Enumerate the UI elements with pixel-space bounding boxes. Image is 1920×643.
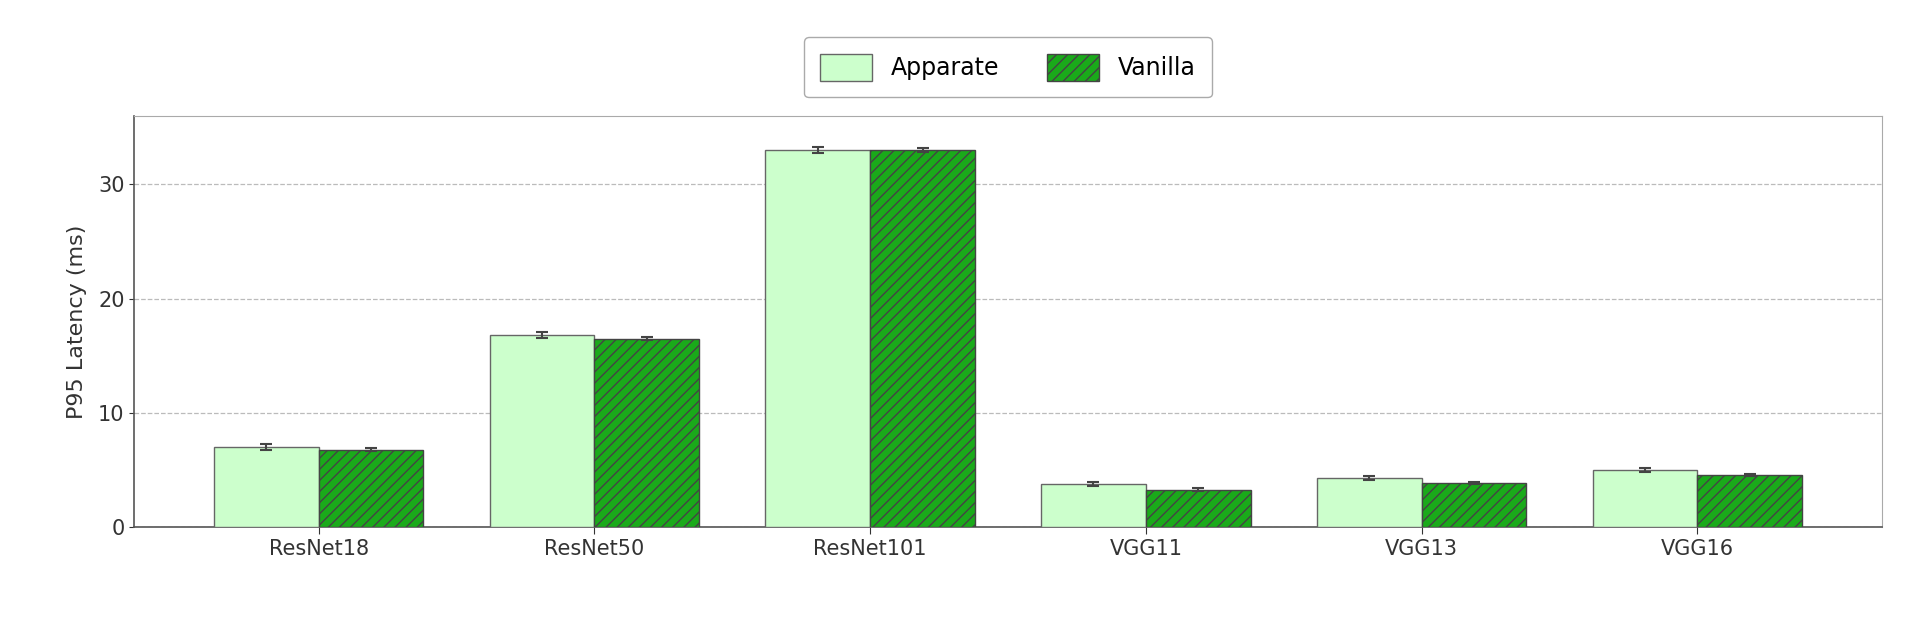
Bar	[1146, 489, 1250, 527]
Bar	[870, 150, 975, 527]
Bar	[490, 335, 595, 527]
Bar	[1697, 475, 1803, 527]
Bar	[319, 449, 424, 527]
Bar	[766, 150, 870, 527]
Y-axis label: P95 Latency (ms): P95 Latency (ms)	[67, 224, 86, 419]
Bar	[1421, 483, 1526, 527]
Bar	[1592, 470, 1697, 527]
Bar	[1317, 478, 1421, 527]
Bar	[1041, 484, 1146, 527]
Bar	[213, 448, 319, 527]
Bar	[595, 339, 699, 527]
Legend: Apparate, Vanilla: Apparate, Vanilla	[804, 37, 1212, 97]
